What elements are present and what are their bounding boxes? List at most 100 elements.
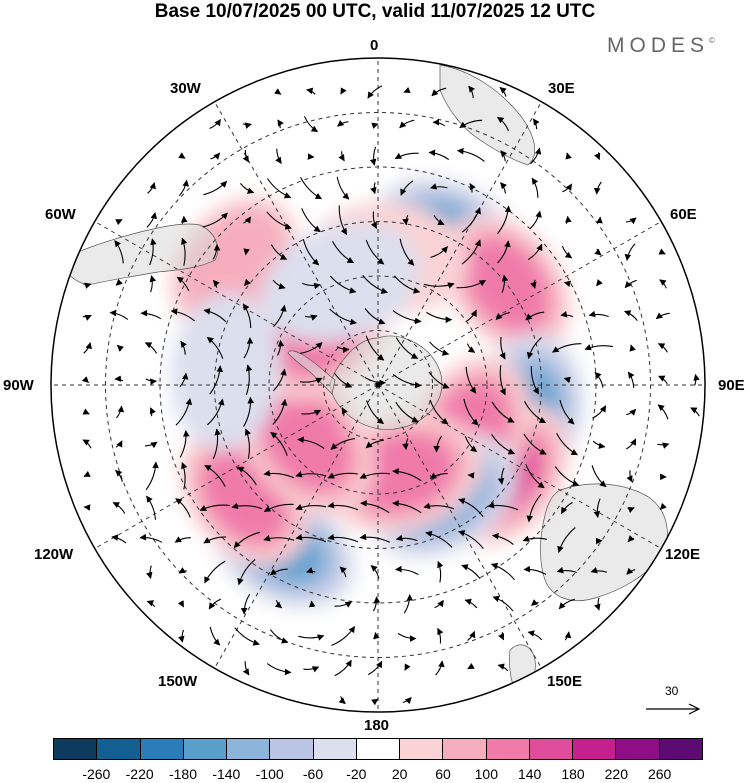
wind-arrow [403,594,414,614]
wind-arrow [327,533,359,543]
wind-arrow [263,469,295,479]
wind-arrow [584,344,614,351]
meridian-line [377,221,662,386]
wind-arrow [112,502,126,514]
lon-label-150w: 150W [158,673,198,690]
wind-arrow [178,567,187,574]
wind-arrow [657,404,669,420]
lon-label-30w: 30W [170,80,201,97]
wind-arrow [690,407,700,417]
wind-arrow [231,502,263,510]
wind-arrow [592,405,607,419]
wind-arrow [392,500,422,514]
wind-arrow [497,467,505,485]
wind-arrow [461,239,482,265]
wind-arrow [469,183,476,193]
wind-arrow [244,428,251,460]
lon-label-60w: 60W [45,206,76,223]
wind-arrow [588,310,609,318]
lon-label-60e: 60E [670,206,697,223]
wind-arrow [564,631,572,641]
wind-arrow [114,375,124,382]
wind-arrow [111,534,127,544]
wind-arrow [463,398,479,426]
wind-arrow [181,237,188,266]
wind-arrow [82,314,92,321]
wind-arrow [423,502,455,510]
wind-arrow [403,86,411,94]
wind-arrow [563,280,572,288]
colorbar-tick-label: 60 [435,766,451,782]
wind-arrow [145,378,157,385]
wind-arrow [83,470,91,478]
wind-arrow [212,428,222,460]
wind-arrow [295,503,327,511]
wind-arrow [147,182,156,194]
meridian-line [214,101,379,386]
wind-arrow [395,534,418,542]
wind-arrow [179,429,190,458]
wind-arrow [425,530,453,548]
wind-arrow [369,146,377,166]
wind-arrow [273,304,287,327]
wind-arrow [233,531,260,549]
wind-arrow [170,308,196,322]
wind-arrow [658,248,666,255]
wind-arrow [402,215,409,226]
wind-arrow [245,364,253,396]
wind-arrow [525,464,545,489]
wind-arrow [266,211,292,230]
wind-arrow [114,240,124,264]
wind-arrow [175,398,193,426]
wind-arrow [209,626,221,646]
colorbar-swatch [528,739,573,759]
wind-arrow [337,119,349,127]
wind-arrow [203,536,227,544]
wind-arrow [299,342,323,354]
wind-arrow [301,208,321,233]
wind-arrow [202,212,228,228]
wind-arrow [395,337,419,359]
meridian-line [94,384,379,549]
wind-arrow [659,502,667,510]
wind-arrow [115,405,125,419]
colorbar-swatch [139,739,183,759]
wind-arrow [499,86,507,97]
wind-arrow [365,439,384,449]
wind-arrow [556,432,578,456]
wind-arrow [336,346,350,354]
wind-arrow [144,342,158,354]
wind-arrow [428,371,450,389]
wind-arrow [273,368,287,392]
wind-arrow [199,504,230,511]
wind-arrow [270,244,288,260]
wind-arrow [395,401,419,423]
wind-arrow [655,312,670,320]
wind-arrow [565,152,572,160]
wind-arrow [659,473,667,481]
wind-arrow [429,183,448,190]
wind-arrow [562,183,573,193]
wind-arrow [658,375,668,385]
colorbar-swatch [269,739,313,759]
wind-arrow [115,440,123,448]
wind-arrow [115,278,123,286]
wind-arrow [149,238,157,266]
wind-arrow [467,630,476,641]
wind-arrow [270,431,288,456]
wind-arrow [466,343,476,353]
colorbar-tick-label: 220 [604,766,629,782]
wind-arrow [203,180,228,196]
wind-arrow [556,566,577,574]
wind-arrow [83,504,91,511]
map-title: Base 10/07/2025 00 UTC, valid 11/07/2025… [154,1,596,22]
reference-vector-label: 30 [665,684,679,698]
wind-arrow [82,282,92,289]
wind-arrow [497,240,511,264]
lon-label-180: 180 [364,717,390,734]
wind-arrow [659,279,667,289]
wind-arrow [81,376,89,384]
wind-arrow [394,152,419,160]
wind-arrow [437,627,444,644]
